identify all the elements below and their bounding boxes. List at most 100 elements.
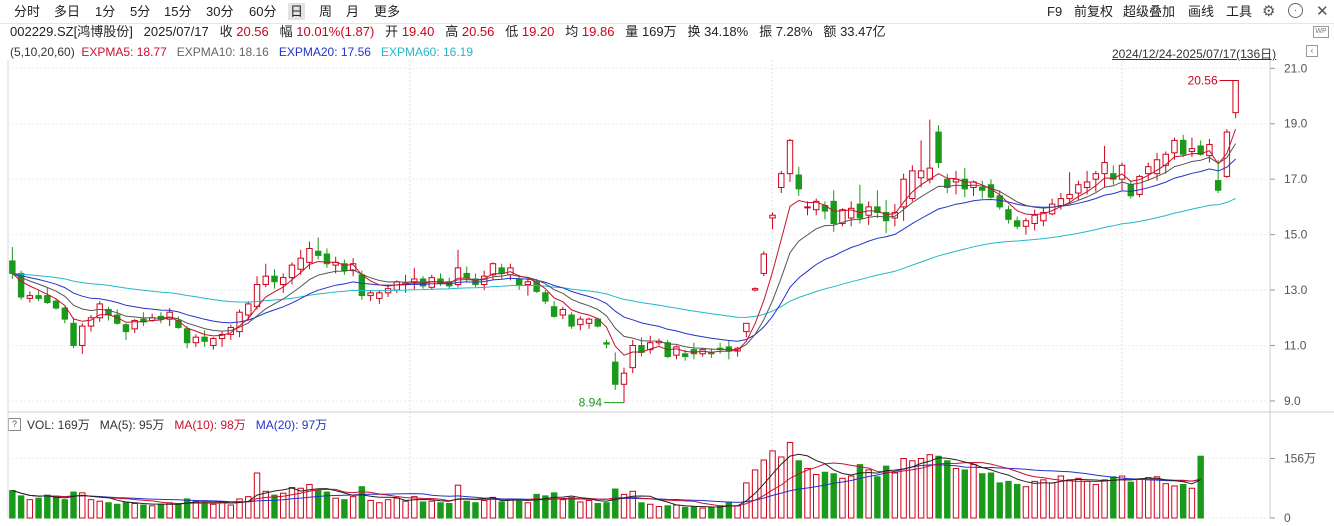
volume-bar: [297, 487, 304, 519]
candle: [804, 201, 811, 216]
candle-body: [795, 174, 802, 190]
volume-bar: [944, 460, 951, 519]
period-tab-30min[interactable]: 30分: [206, 4, 234, 19]
period-tab-monthly[interactable]: 月: [346, 4, 360, 19]
candle-body: [987, 184, 995, 198]
volume-bar: [935, 455, 942, 519]
candle-body: [1022, 220, 1030, 227]
volume-bar: [376, 502, 383, 519]
volume-bar: [620, 493, 628, 519]
candle: [673, 345, 680, 360]
volume-bar: [909, 460, 916, 519]
wp-icon[interactable]: WP: [1313, 26, 1329, 38]
volume-bar: [280, 492, 287, 519]
volume-bar: [87, 499, 95, 519]
volume-bar: [1075, 477, 1082, 519]
candle-body: [935, 131, 942, 164]
period-tab-5min[interactable]: 5分: [130, 4, 151, 19]
candle: [1005, 205, 1012, 224]
candle: [1214, 159, 1222, 194]
candle-body: [271, 275, 278, 283]
vol-legend: VOL: 169万: [27, 418, 90, 432]
candle-body: [804, 206, 811, 209]
volume-bar: [900, 458, 907, 519]
candle-body: [61, 307, 69, 320]
period-tab-intraday[interactable]: 分时: [14, 4, 41, 19]
volume-bar: [1188, 487, 1196, 519]
adjust-button[interactable]: 前复权: [1074, 4, 1114, 19]
candle-body: [979, 186, 986, 191]
candle-body: [297, 257, 304, 270]
volume-bar: [210, 503, 217, 519]
candle: [44, 287, 51, 304]
date-range[interactable]: 2024/12/24-2025/07/17(136日): [1112, 47, 1277, 61]
candle-body: [1092, 173, 1100, 180]
candle: [245, 301, 252, 321]
gear-icon[interactable]: ⚙: [1262, 3, 1276, 20]
close-icon[interactable]: ✕: [1316, 3, 1329, 20]
stock-code: 002229.SZ[鸿博股份]: [10, 24, 133, 39]
period-tab-60min[interactable]: 60分: [249, 4, 277, 19]
candle: [795, 166, 802, 196]
volume-bar: [454, 484, 462, 519]
volume-bar: [804, 467, 811, 519]
candle: [620, 367, 628, 403]
volume-bar: [891, 472, 899, 519]
candle-body: [192, 336, 200, 344]
period-tab-weekly[interactable]: 周: [319, 4, 333, 19]
candle: [577, 316, 584, 331]
candle-body: [1197, 145, 1204, 155]
vol-ma10-legend: MA(10): 98万: [174, 418, 246, 432]
candle-body: [26, 295, 34, 299]
candle: [751, 287, 759, 292]
candle: [813, 198, 820, 216]
volume-bar: [760, 459, 768, 519]
candle-body: [786, 139, 794, 175]
ma10-legend: EXPMA10: 18.16: [176, 45, 269, 59]
candle-body: [358, 274, 366, 297]
candle: [856, 184, 864, 224]
volume-bar: [446, 503, 453, 519]
candle-body: [1075, 184, 1082, 194]
period-tab-15min[interactable]: 15分: [164, 4, 192, 19]
candle: [778, 170, 785, 194]
volume-bar: [157, 503, 165, 519]
volume-bar: [9, 490, 16, 519]
candle-body: [44, 295, 51, 304]
volume-bar: [533, 493, 540, 519]
volume-bar: [17, 495, 25, 519]
circle-info-icon[interactable]: ·: [1288, 3, 1303, 18]
candle-body: [839, 209, 846, 225]
period-tab-1min[interactable]: 1分: [95, 4, 116, 19]
volume-bar: [690, 506, 698, 519]
volume-bar: [926, 454, 934, 519]
volume-bar: [218, 501, 226, 519]
tools-button[interactable]: 工具: [1226, 4, 1253, 19]
f9-button[interactable]: F9: [1047, 4, 1063, 19]
candle: [323, 248, 331, 268]
amplitude-value: 7.28%: [775, 24, 813, 39]
candle: [341, 259, 348, 275]
candle-body: [533, 281, 540, 292]
period-tab-multiday[interactable]: 多日: [54, 4, 81, 19]
draw-line-button[interactable]: 画线: [1188, 4, 1215, 19]
volume-bar: [778, 456, 785, 519]
candle-body: [35, 295, 42, 299]
volume-bar: [183, 498, 191, 519]
volume-bar: [306, 483, 313, 519]
candle-body: [847, 207, 855, 219]
candle-body: [830, 200, 837, 225]
candle: [367, 290, 374, 302]
candle: [865, 201, 872, 225]
overlay-button[interactable]: 超级叠加: [1123, 4, 1176, 19]
candle-body: [253, 284, 261, 308]
volume-bar: [358, 486, 366, 519]
volume-bar: [515, 500, 523, 519]
candle: [559, 306, 567, 320]
volume-bar: [647, 503, 654, 519]
candle: [1101, 145, 1108, 188]
chevron-left-icon[interactable]: ‹: [1306, 45, 1318, 57]
period-tab-daily[interactable]: 日: [288, 3, 306, 20]
period-tab-more[interactable]: 更多: [374, 4, 401, 19]
